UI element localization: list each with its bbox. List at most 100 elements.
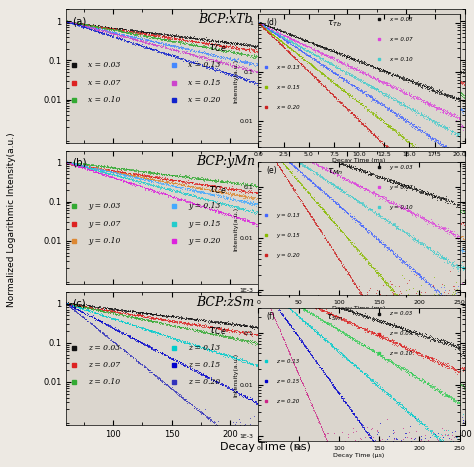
Point [366,93,374,101]
Point [428,87,435,94]
Point [329,355,337,362]
Point [262,137,269,145]
Point [370,240,377,248]
Point [269,27,276,35]
Point [444,258,451,266]
Point [411,106,419,113]
Point [219,326,227,333]
Point [422,217,430,224]
Point [325,58,332,65]
Point [432,433,439,440]
Point [113,164,121,171]
Point [280,46,288,54]
Point [348,443,356,450]
Point [409,269,417,277]
Point [379,242,386,250]
Point [178,360,186,368]
Point [411,448,419,455]
Point [91,26,99,34]
Point [434,256,442,264]
Point [290,202,297,210]
Point [412,249,420,257]
Point [352,281,359,288]
Point [365,373,372,381]
Point [300,81,307,89]
Point [75,20,83,28]
Point [288,231,295,239]
Point [426,132,433,140]
Point [344,209,352,217]
Point [255,45,262,52]
Point [382,209,389,216]
Point [433,359,440,367]
Point [317,226,324,234]
Point [320,368,328,375]
Point [270,367,278,375]
Point [428,136,435,144]
Point [440,205,448,212]
Point [246,199,253,207]
Point [416,79,423,87]
Point [344,235,352,242]
Point [227,326,235,333]
Point [103,306,110,314]
Point [340,351,348,359]
Point [340,87,347,95]
Point [315,60,323,67]
Point [424,416,431,423]
Point [302,425,310,432]
Point [258,21,266,28]
Point [375,340,383,347]
Point [208,323,215,331]
Point [211,40,219,47]
Point [340,176,347,183]
Point [304,62,312,70]
Point [264,365,272,373]
Point [257,20,264,27]
Point [249,219,257,226]
Point [348,204,356,212]
Point [250,53,258,60]
Point [392,199,400,206]
Point [333,333,340,340]
Point [388,126,395,134]
Point [339,388,347,396]
Point [230,185,237,193]
Point [444,290,452,297]
Point [302,293,310,301]
Point [437,108,444,115]
Point [310,217,318,224]
Point [283,52,291,60]
Point [369,227,376,235]
Point [105,170,113,177]
Point [329,449,337,456]
Point [344,334,352,341]
Point [91,323,99,331]
Point [278,31,286,38]
Point [419,148,427,156]
Point [435,161,443,169]
Point [317,297,324,305]
Point [72,303,80,310]
Point [361,361,368,368]
Point [174,322,182,330]
Point [432,431,439,439]
Point [235,335,242,343]
Point [196,189,203,197]
Point [423,214,431,221]
Point [360,214,368,222]
Point [377,261,385,269]
Point [396,130,404,138]
Point [424,243,431,250]
Point [290,77,298,85]
Point [151,329,159,337]
Point [145,342,153,349]
Point [237,41,245,48]
Point [214,53,221,60]
Point [303,300,310,307]
Point [74,21,82,29]
Point [376,332,384,339]
Point [389,367,396,375]
Point [284,39,292,47]
Point [444,202,452,209]
